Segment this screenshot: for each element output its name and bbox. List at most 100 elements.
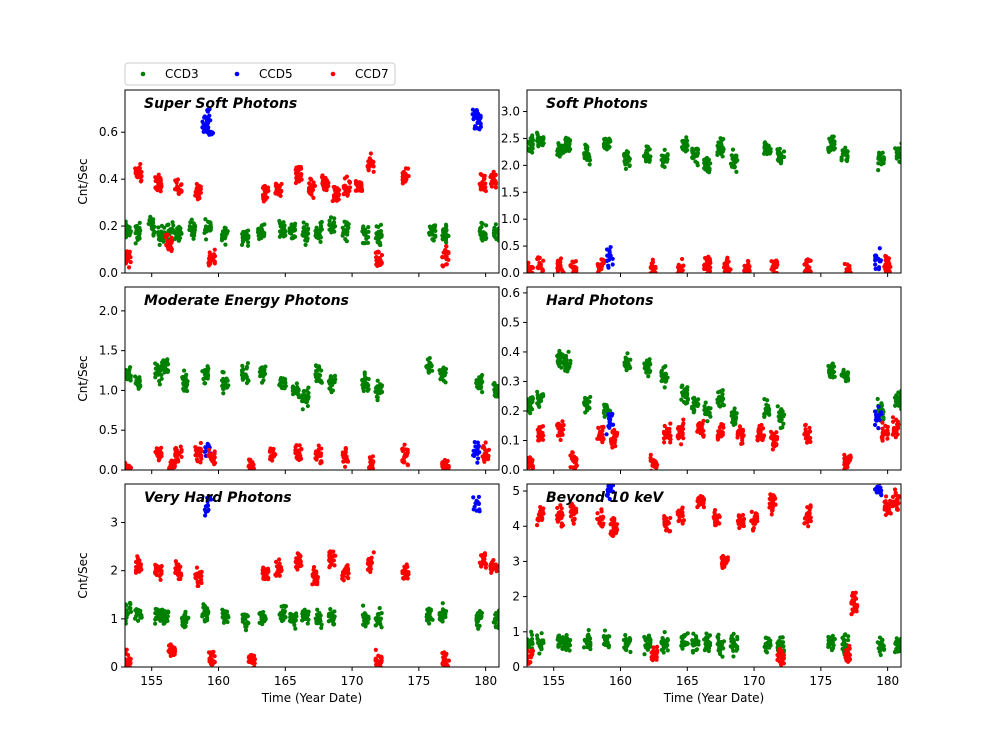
- data-point-scatter: [537, 651, 542, 656]
- data-point-scatter: [890, 432, 895, 437]
- data-point-scatter: [343, 445, 348, 451]
- data-point-scatter: [648, 637, 653, 643]
- panel-title: Super Soft Photons: [144, 96, 297, 112]
- data-point-scatter: [194, 571, 200, 576]
- data-point-scatter: [664, 640, 669, 645]
- plot-area: [527, 90, 901, 273]
- y-tick-label: 0.5: [501, 239, 520, 253]
- data-point-scatter: [405, 564, 410, 569]
- data-point-scatter: [493, 181, 499, 187]
- data-point-scatter: [205, 121, 211, 126]
- data-point-scatter: [364, 614, 370, 619]
- data-point-scatter: [875, 396, 880, 402]
- data-point-scatter: [491, 382, 496, 387]
- data-point-scatter: [602, 408, 607, 413]
- data-point-scatter: [480, 445, 485, 450]
- data-point-scatter: [240, 231, 245, 237]
- data-point-scatter: [257, 369, 262, 375]
- data-point-scatter: [491, 177, 497, 182]
- legend: CCD3 CCD5 CCD7: [124, 62, 396, 86]
- data-point-scatter: [805, 263, 810, 268]
- legend-box: [124, 62, 396, 86]
- data-point-scatter: [347, 188, 352, 193]
- data-point-scatter: [181, 381, 186, 386]
- data-point-scatter: [885, 436, 890, 441]
- data-point-scatter: [159, 445, 164, 450]
- data-point-scatter: [724, 262, 729, 267]
- data-point-scatter: [159, 184, 164, 189]
- data-point-scatter: [301, 389, 307, 394]
- data-point-scatter: [166, 643, 172, 648]
- data-point-scatter: [133, 171, 138, 176]
- data-point-scatter: [223, 242, 228, 247]
- data-point-scatter: [206, 453, 211, 458]
- data-point-scatter: [659, 378, 664, 384]
- data-point-scatter: [885, 424, 890, 430]
- y-tick-label: 1.5: [99, 344, 118, 358]
- data-point-scatter: [668, 421, 673, 426]
- data-point-scatter: [732, 164, 737, 169]
- data-point-scatter: [244, 366, 249, 371]
- data-point-scatter: [680, 636, 685, 641]
- data-point-scatter: [602, 628, 608, 633]
- data-point-scatter: [153, 175, 158, 180]
- data-point-scatter: [292, 234, 297, 239]
- data-point-scatter: [153, 361, 158, 366]
- data-point-scatter: [222, 236, 228, 241]
- data-point-scatter: [313, 456, 318, 461]
- data-point-scatter: [316, 378, 321, 383]
- data-point-scatter: [128, 375, 133, 381]
- data-point-scatter: [700, 429, 705, 434]
- data-point-scatter: [442, 460, 447, 465]
- data-point-scatter: [566, 349, 571, 354]
- data-point-scatter: [443, 235, 448, 240]
- data-point-scatter: [739, 441, 744, 446]
- data-point-scatter: [293, 444, 298, 450]
- data-point-scatter: [668, 433, 673, 438]
- data-point-scatter: [193, 448, 199, 453]
- data-point-scatter: [127, 367, 132, 372]
- data-point-scatter: [125, 461, 128, 466]
- data-point-scatter: [701, 433, 706, 438]
- data-point-scatter: [756, 426, 761, 432]
- data-point-scatter: [486, 447, 492, 452]
- data-point-scatter: [665, 152, 670, 157]
- data-point-scatter: [705, 264, 711, 269]
- data-point-scatter: [268, 448, 273, 453]
- data-point-scatter: [826, 149, 832, 154]
- data-point-scatter: [304, 222, 309, 227]
- data-point-scatter: [646, 374, 651, 379]
- data-point-scatter: [288, 611, 293, 617]
- y-tick-label: 0: [110, 660, 118, 674]
- data-point-scatter: [257, 611, 262, 616]
- data-point-scatter: [527, 139, 529, 144]
- data-point-scatter: [527, 639, 531, 644]
- data-point-scatter: [695, 429, 700, 434]
- data-point-scatter: [204, 618, 210, 623]
- data-point-scatter: [292, 622, 297, 627]
- data-point-scatter: [491, 620, 496, 625]
- data-point-scatter: [205, 365, 211, 371]
- data-point-scatter: [607, 412, 612, 417]
- data-point-scatter: [193, 453, 198, 458]
- data-point-scatter: [729, 410, 734, 415]
- data-point-scatter: [203, 509, 209, 515]
- data-point-scatter: [716, 145, 721, 150]
- data-point-scatter: [493, 185, 499, 190]
- data-point-scatter: [368, 151, 374, 156]
- data-point-scatter: [400, 170, 405, 176]
- data-point-scatter: [690, 154, 696, 159]
- data-point-scatter: [154, 370, 159, 376]
- y-tick-label: 3.0: [501, 105, 520, 119]
- data-point-scatter: [539, 434, 544, 439]
- data-point-scatter: [528, 411, 533, 416]
- data-point-scatter: [596, 268, 601, 273]
- data-point-scatter: [446, 658, 451, 663]
- data-point-scatter: [492, 172, 497, 178]
- axes-frame: [526, 286, 902, 471]
- data-point-scatter: [375, 398, 380, 403]
- y-tick-label: 1.5: [501, 185, 520, 199]
- data-point-scatter: [133, 241, 138, 246]
- data-point-scatter: [426, 621, 432, 626]
- data-point-scatter: [427, 611, 432, 616]
